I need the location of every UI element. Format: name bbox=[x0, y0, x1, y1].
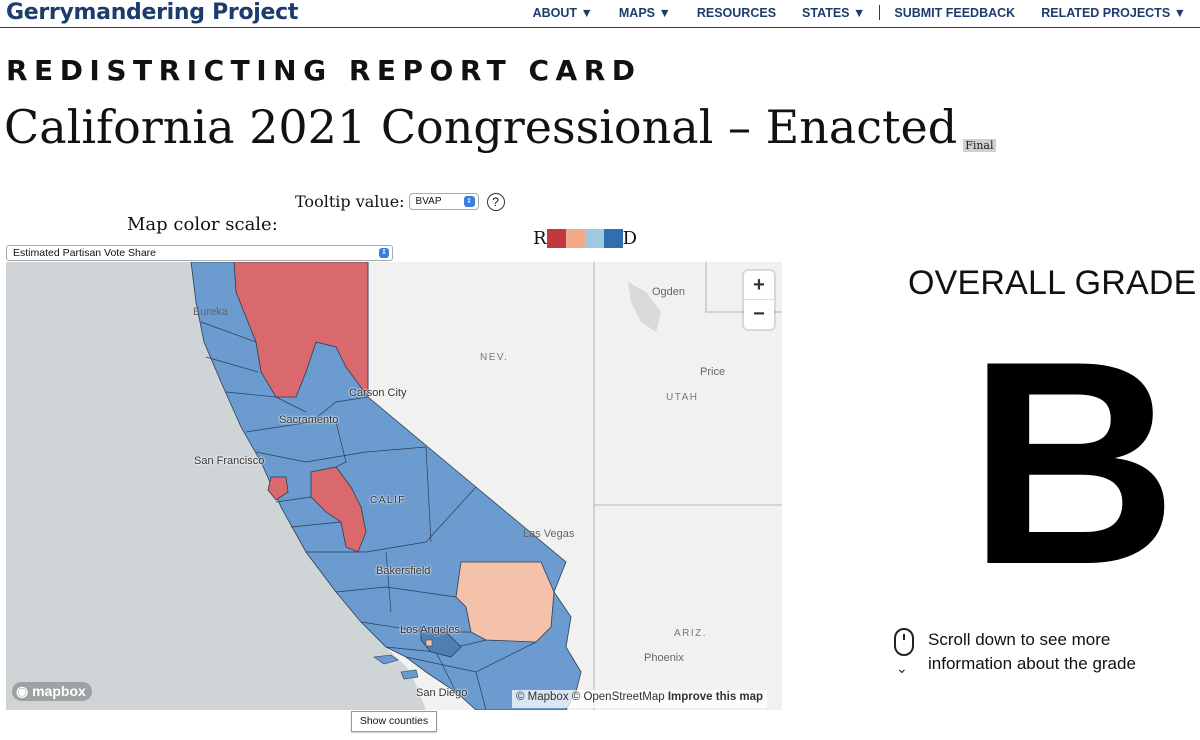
scroll-hint-line2: information about the grade bbox=[928, 654, 1136, 673]
map-label-san-diego: San Diego bbox=[416, 687, 468, 699]
scroll-hint: Scroll down to see more information abou… bbox=[894, 628, 1168, 676]
district-la-cluster bbox=[420, 626, 462, 658]
help-icon[interactable]: ? bbox=[486, 192, 505, 211]
nav-about[interactable]: ABOUT ▼ bbox=[532, 5, 593, 20]
page-eyebrow: REDISTRICTING REPORT CARD bbox=[6, 54, 642, 87]
status-badge: Final bbox=[963, 139, 996, 152]
brand-logo-text[interactable]: Gerrymandering Project bbox=[6, 0, 299, 25]
color-scale-value: Estimated Partisan Vote Share bbox=[13, 247, 156, 259]
tooltip-value-select[interactable]: BVAP ⇕ bbox=[408, 193, 479, 210]
nav-divider bbox=[879, 5, 881, 20]
map-label-bakersfield: Bakersfield bbox=[376, 565, 431, 577]
improve-map-link[interactable]: Improve this map bbox=[667, 691, 764, 703]
channel-islands bbox=[400, 669, 419, 680]
tooltip-label: Tooltip value: bbox=[295, 192, 405, 211]
legend-swatch-strong-d bbox=[603, 229, 623, 248]
legend-label-d: D bbox=[622, 228, 637, 249]
district-desert-leanrep bbox=[455, 561, 555, 643]
district-map[interactable]: Eureka NEV. Carson City Sacramento San F… bbox=[6, 262, 782, 710]
scroll-hint-line1: Scroll down to see more bbox=[928, 630, 1111, 649]
nav-submit-feedback[interactable]: SUBMIT FEEDBACK bbox=[894, 5, 1016, 20]
mapbox-logo-text: mapbox bbox=[32, 683, 86, 699]
overall-grade-title: OVERALL GRADE bbox=[908, 264, 1197, 302]
map-label-san-francisco: San Francisco bbox=[194, 455, 265, 467]
chevron-down-icon: ⌄ bbox=[896, 660, 908, 676]
select-arrows-icon: ⇕ bbox=[463, 196, 475, 207]
page-title-text: California 2021 Congressional – Enacted bbox=[4, 100, 958, 154]
zoom-out-button[interactable]: − bbox=[753, 303, 765, 325]
legend-swatch-strong-r bbox=[546, 229, 566, 248]
lake bbox=[628, 282, 661, 332]
show-counties-button[interactable]: Show counties bbox=[351, 711, 437, 732]
map-label-carson-city: Carson City bbox=[349, 387, 407, 399]
main-nav: ABOUT ▼ MAPS ▼ RESOURCES STATES ▼ SUBMIT… bbox=[507, 5, 1186, 20]
top-nav-bar: Gerrymandering Project ABOUT ▼ MAPS ▼ RE… bbox=[0, 0, 1200, 28]
map-label-sacramento: Sacramento bbox=[279, 414, 339, 426]
mapbox-logo[interactable]: ◉ mapbox bbox=[12, 682, 92, 701]
nav-resources[interactable]: RESOURCES bbox=[696, 5, 777, 20]
legend-swatch-lean-d bbox=[584, 229, 604, 248]
zoom-in-button[interactable]: + bbox=[744, 271, 774, 300]
legend-swatch-lean-r bbox=[565, 229, 585, 248]
scroll-hint-text: Scroll down to see more information abou… bbox=[928, 628, 1168, 676]
map-attribution: © Mapbox © OpenStreetMap Improve this ma… bbox=[512, 690, 768, 708]
map-label-ogden: Ogden bbox=[652, 286, 686, 298]
nav-maps[interactable]: MAPS ▼ bbox=[618, 5, 671, 20]
overall-grade-letter: B bbox=[968, 301, 1177, 625]
page-title: California 2021 Congressional – Enacted F… bbox=[4, 100, 996, 154]
district-la-small-rep bbox=[425, 639, 433, 647]
map-label-las-vegas: Las Vegas bbox=[523, 528, 575, 540]
tooltip-value-text: BVAP bbox=[415, 196, 442, 207]
channel-islands bbox=[373, 654, 399, 665]
map-label-ariz: ARIZ. bbox=[674, 628, 708, 639]
map-label-eureka: Eureka bbox=[193, 306, 228, 318]
nav-states[interactable]: STATES ▼ bbox=[802, 5, 866, 20]
map-label-utah: UTAH bbox=[666, 392, 699, 403]
ocean-area bbox=[6, 262, 426, 710]
color-scale-label: Map color scale: bbox=[127, 214, 278, 235]
district-borders bbox=[200, 321, 537, 710]
map-label-price: Price bbox=[700, 366, 726, 378]
tooltip-control: Tooltip value: BVAP ⇕ ? bbox=[295, 192, 505, 211]
zoom-control: + − bbox=[744, 271, 774, 329]
mouse-icon bbox=[894, 628, 914, 656]
map-label-calif: CALIF. bbox=[370, 495, 410, 506]
select-arrows-icon: ⇕ bbox=[379, 248, 389, 258]
map-label-nev: NEV. bbox=[480, 352, 509, 363]
attribution-text[interactable]: © Mapbox © OpenStreetMap bbox=[516, 691, 665, 703]
district-bay-rep bbox=[267, 476, 289, 501]
color-scale-select[interactable]: Estimated Partisan Vote Share ⇕ bbox=[6, 245, 393, 261]
map-label-los-angeles: Los Angeles bbox=[400, 624, 460, 636]
map-canvas bbox=[6, 262, 782, 710]
district-north-rep bbox=[233, 262, 369, 399]
nav-related-projects[interactable]: RELATED PROJECTS ▼ bbox=[1041, 5, 1186, 20]
legend-label-r: R bbox=[533, 228, 547, 249]
map-label-phoenix: Phoenix bbox=[644, 652, 684, 664]
partisan-legend: R D bbox=[533, 228, 637, 249]
